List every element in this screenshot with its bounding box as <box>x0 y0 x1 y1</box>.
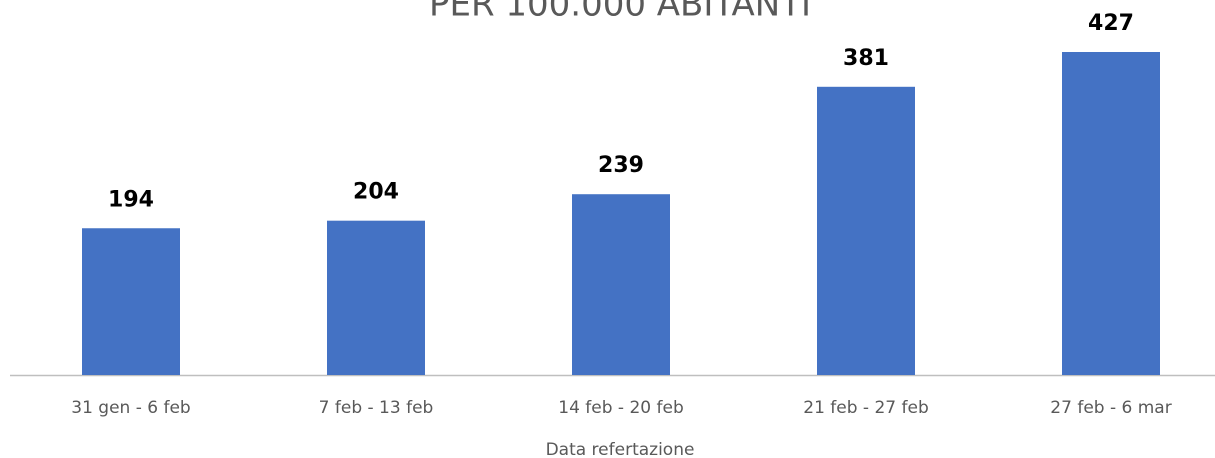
data-label: 427 <box>1088 11 1134 36</box>
x-tick-label: 31 gen - 6 feb <box>71 398 190 418</box>
x-tick-label: 14 feb - 20 feb <box>558 398 683 418</box>
bar <box>572 194 670 375</box>
x-axis-label: Data refertazione <box>546 440 695 458</box>
bar <box>82 228 180 375</box>
chart-title: PER 100.000 ABITANTI <box>429 0 811 25</box>
bar <box>817 86 915 375</box>
data-label: 239 <box>598 153 644 178</box>
x-tick-label: 7 feb - 13 feb <box>319 398 434 418</box>
bar <box>1062 52 1160 375</box>
data-label: 194 <box>108 187 154 212</box>
bar <box>327 220 425 375</box>
data-label: 381 <box>843 46 889 71</box>
data-label: 204 <box>353 180 399 205</box>
x-tick-label: 27 feb - 6 mar <box>1050 398 1171 418</box>
x-tick-label: 21 feb - 27 feb <box>803 398 928 418</box>
